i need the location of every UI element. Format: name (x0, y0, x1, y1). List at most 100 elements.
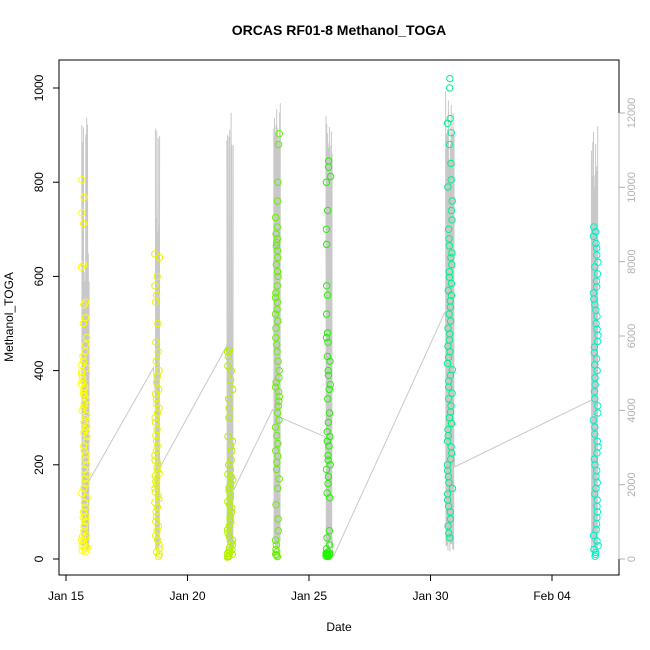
data-point (591, 263, 599, 271)
data-point (227, 508, 236, 516)
data-point (274, 317, 282, 325)
data-point (272, 551, 281, 559)
data-point (82, 298, 90, 306)
data-point (226, 490, 235, 498)
data-point (155, 404, 163, 412)
data-point (152, 338, 160, 346)
data-point (79, 389, 88, 397)
data-point (229, 385, 237, 394)
data-point (152, 531, 160, 540)
data-point (444, 522, 452, 530)
data-point (324, 338, 332, 346)
data-point (447, 176, 455, 184)
data-point (592, 319, 600, 328)
data-point (590, 295, 598, 303)
data-point (322, 333, 331, 342)
data-point (225, 522, 234, 530)
data-point (324, 472, 333, 481)
data-point (594, 409, 602, 417)
data-point (155, 541, 163, 549)
data-point (78, 532, 87, 541)
data-point (448, 484, 457, 493)
data-point (271, 423, 280, 431)
data-point (274, 357, 282, 365)
data-point (228, 504, 236, 512)
y2-tick-label: 8000 (626, 249, 638, 273)
data-point (272, 260, 280, 269)
data-point (274, 253, 282, 262)
data-point (447, 291, 456, 299)
data-point (325, 409, 334, 417)
data-point (589, 232, 598, 241)
y2-tick-label: 12000 (626, 98, 638, 129)
data-point (447, 206, 456, 215)
data-point (590, 455, 598, 463)
data-point (443, 461, 452, 469)
data-point (593, 502, 601, 510)
data-point (447, 253, 455, 262)
data-point (443, 359, 452, 368)
data-point (324, 163, 333, 171)
data-point (446, 348, 454, 356)
x-tick-label: Jan 25 (291, 589, 327, 603)
data-point (153, 527, 161, 535)
data-point (272, 333, 280, 342)
data-point (274, 484, 282, 493)
data-point (324, 366, 332, 375)
y-axis-label: Methanol_TOGA (2, 272, 16, 362)
x-axis-label: Date (326, 620, 352, 634)
data-point (153, 399, 161, 408)
data-point (154, 319, 162, 328)
data-point (447, 455, 455, 463)
data-point (82, 461, 91, 469)
data-point (324, 206, 332, 215)
data-point (80, 301, 88, 309)
y2-tick-label: 6000 (626, 324, 638, 348)
data-point (323, 291, 332, 299)
data-point (275, 366, 283, 375)
data-point (448, 260, 456, 269)
y-axis: 0 200 400 600 800 1000 (32, 74, 60, 562)
data-point (83, 543, 91, 551)
data-point (447, 129, 455, 137)
data-point (274, 268, 282, 276)
data-point (448, 216, 456, 224)
data-point (444, 183, 452, 191)
data-point (445, 140, 454, 149)
data-point (154, 491, 162, 500)
x-tick-label: Jan 20 (169, 589, 205, 603)
data-point (152, 480, 161, 489)
data-point (83, 333, 91, 342)
data-point (275, 416, 283, 424)
y2-tick-label: 4000 (626, 398, 638, 422)
data-point (82, 396, 91, 404)
data-point (77, 263, 86, 271)
data-point (229, 476, 237, 484)
data-point (272, 465, 281, 474)
data-point (447, 279, 456, 288)
data-point (152, 508, 160, 516)
data-point (274, 439, 282, 448)
data-point (223, 526, 232, 534)
data-point (446, 84, 454, 92)
data-point (593, 449, 601, 457)
data-point (224, 529, 232, 537)
data-point (152, 291, 161, 299)
data-point (227, 472, 235, 481)
data-point (272, 242, 281, 250)
data-point (225, 395, 233, 403)
data-point (446, 508, 454, 516)
data-point (445, 242, 454, 250)
data-point (594, 542, 602, 550)
data-point (82, 479, 90, 488)
data-point (153, 503, 162, 511)
data-point (271, 536, 280, 544)
data-point (325, 527, 334, 535)
data-point (323, 240, 331, 249)
data-point (593, 244, 601, 252)
data-point (79, 357, 88, 365)
data-point (446, 408, 455, 416)
x-axis: Jan 15 Jan 20 Jan 25 Jan 30 Feb 04 (48, 574, 571, 603)
data-point (589, 416, 597, 424)
data-point (271, 310, 280, 318)
